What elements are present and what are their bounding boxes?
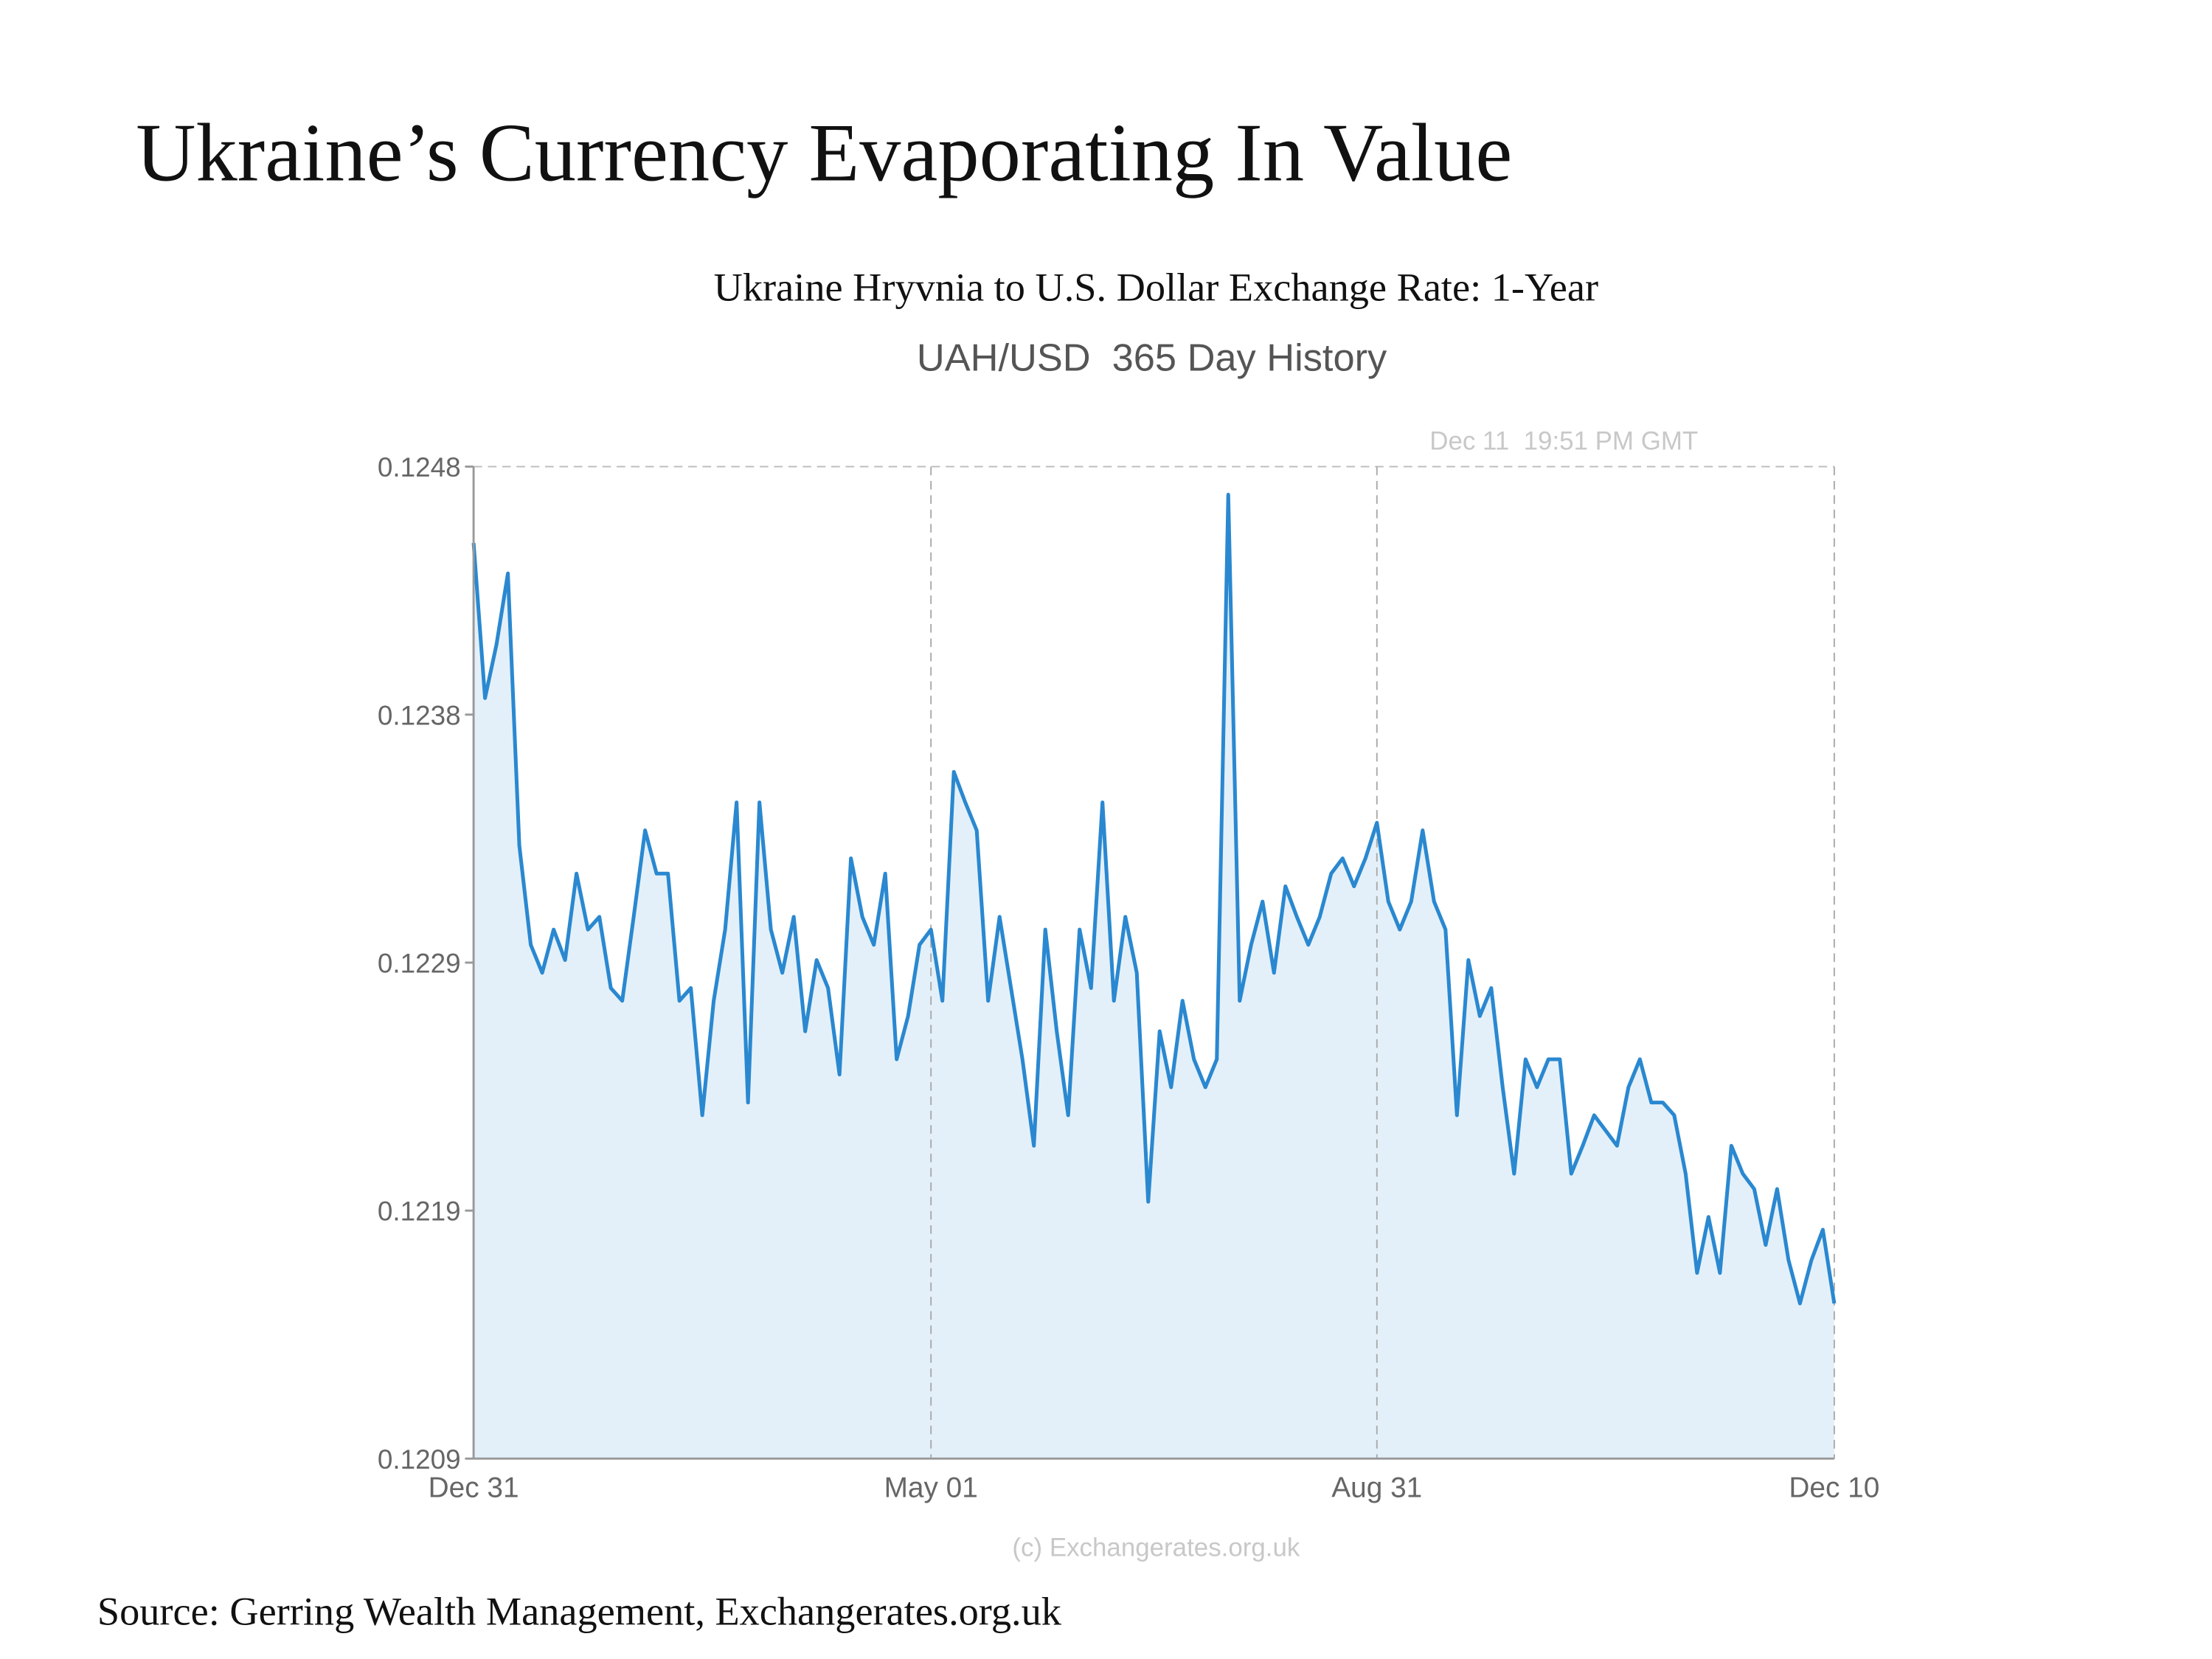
y-tick-label: 0.1209 bbox=[378, 1444, 461, 1475]
page-title: Ukraine’s Currency Evaporating In Value bbox=[136, 107, 1512, 198]
x-tick-label: Dec 10 bbox=[1789, 1472, 1879, 1504]
area-fill bbox=[474, 494, 1834, 1459]
timestamp: Dec 11 19:51 PM GMT bbox=[1429, 426, 1698, 455]
x-tick-label: May 01 bbox=[884, 1472, 978, 1504]
x-tick-label: Aug 31 bbox=[1331, 1472, 1422, 1504]
y-tick-label: 0.1229 bbox=[378, 949, 461, 979]
y-tick-label: 0.1248 bbox=[378, 452, 461, 482]
plot: Dec 31 May 01 Aug 31 Dec 10 0.1248 0.1238 0.12… bbox=[378, 452, 1879, 1504]
y-tick-label: 0.1219 bbox=[378, 1196, 461, 1227]
chart-title: UAH/USD 365 Day History bbox=[917, 337, 1387, 380]
source: Source: Gerring Wealth Management, Excha… bbox=[97, 1589, 1062, 1633]
credit: (c) Exchangerates.org.uk bbox=[1012, 1533, 1300, 1562]
price-line bbox=[471, 493, 1837, 1306]
x-tick-label: Dec 31 bbox=[429, 1472, 519, 1504]
y-tick-label: 0.1238 bbox=[378, 700, 461, 730]
subtitle: Ukraine Hryvnia to U.S. Dollar Exchange … bbox=[714, 265, 1598, 309]
